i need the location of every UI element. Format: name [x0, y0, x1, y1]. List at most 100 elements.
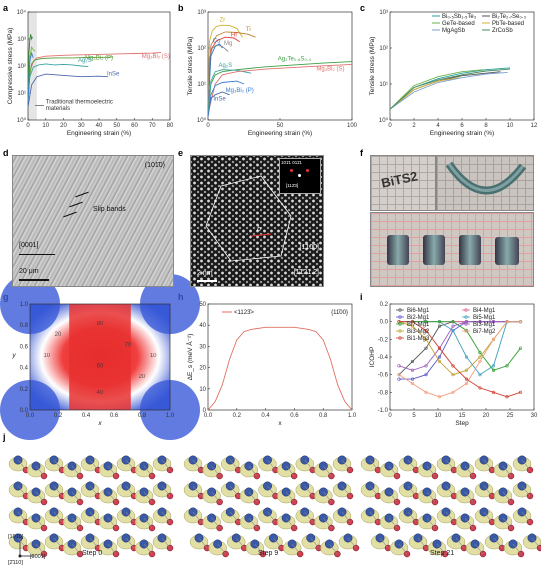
bond — [107, 465, 117, 477]
y-tick-label: 0.2 — [20, 387, 29, 393]
data-point — [505, 320, 509, 324]
direction-1-label: [1̄100] — [299, 244, 319, 251]
slip-arrow-3 — [63, 211, 77, 218]
x-tick-label: 0.6 — [110, 413, 119, 419]
legend-marker — [398, 308, 402, 312]
x-tick-label: 0.4 — [82, 413, 91, 419]
y-tick-label: 10⁰ — [379, 117, 389, 124]
plot-frame — [207, 303, 353, 411]
bond — [192, 485, 202, 497]
y-tick-label: 10³ — [379, 10, 388, 16]
bond — [369, 485, 379, 497]
bond — [71, 517, 81, 529]
bond — [323, 491, 332, 503]
legend-label: Bi₂Te₂.₇Se₀.₃ — [492, 14, 527, 20]
x-tick-label: 1.0 — [348, 413, 357, 419]
bond — [341, 459, 351, 471]
axis-label-1010: [101̄0] — [8, 534, 24, 540]
x-tick-label: 0.6 — [290, 413, 299, 419]
hrtem-image: 101̄1 011̄1 [112̄3] b [1̄100] [1̄121.2] … — [190, 155, 324, 287]
chart-i-icohp: 0 5 10 15 20 25 30 -1.0 -0.8 -0.6 -0.4 -0.2 0.0 0.2 St… — [369, 302, 538, 427]
series-annotation: Mg₃Bi₂ (S) — [316, 66, 344, 72]
slip-band-micrograph: (101̄0) Slip bands [0001] 20 μm — [12, 155, 174, 287]
x-tick-label: 0.8 — [319, 413, 328, 419]
bond — [143, 465, 153, 477]
y-axis-label: Tensile stress (MPa) — [187, 37, 194, 96]
miller-index-label: (101̄0) — [144, 162, 165, 169]
zone-axis-label: [112̄3] — [286, 183, 299, 188]
y-tick-label: 0.4 — [20, 366, 29, 372]
data-point — [505, 364, 509, 368]
bond — [89, 511, 99, 523]
data-point — [397, 377, 401, 381]
bond — [248, 517, 258, 529]
panel-label-c: c — [360, 3, 366, 13]
legend-marker — [398, 322, 402, 326]
y-tick-label: 10 — [199, 387, 206, 393]
contour-label: 10 — [150, 353, 157, 359]
data-point — [478, 373, 482, 377]
data-point — [424, 337, 428, 341]
data-point — [505, 395, 509, 399]
bond — [267, 485, 276, 497]
legend-marker — [398, 336, 402, 340]
slip-arrow-1 — [75, 191, 89, 198]
data-point — [437, 320, 442, 324]
bond — [310, 537, 319, 549]
y-tick-label: -0.8 — [378, 390, 389, 396]
series-line — [27, 63, 89, 102]
bond — [230, 459, 239, 471]
contour-label: 10 — [43, 353, 50, 359]
series-annotation: Zr — [220, 17, 226, 23]
engraved-text: BiTS2 — [379, 168, 420, 191]
panel-label-f: f — [360, 148, 363, 158]
data-point — [451, 373, 455, 377]
bond — [379, 537, 389, 549]
legend-label: Bi4-Mg1 — [473, 308, 496, 314]
bond — [493, 537, 503, 549]
data-point — [424, 328, 428, 333]
bond — [211, 517, 220, 529]
data-point — [478, 386, 482, 390]
x-tick-label: 25 — [507, 413, 514, 419]
cylinder-sample — [423, 235, 445, 265]
bond — [236, 537, 245, 549]
legend-label: PbTe-based — [492, 21, 524, 27]
data-point — [518, 390, 523, 394]
series-annotation: Mg₃Bi₂ (S) — [142, 54, 170, 60]
bond — [341, 511, 351, 523]
legend-marker — [464, 308, 468, 312]
y-tick-label: 10² — [17, 64, 26, 70]
bond — [273, 537, 282, 549]
fft-inset: 101̄1 011̄1 [112̄3] — [279, 158, 321, 194]
cylinder-sample — [459, 235, 481, 265]
bond — [107, 543, 117, 555]
bond — [35, 517, 45, 529]
y-tick-label: 40 — [199, 323, 206, 329]
data-point — [464, 377, 469, 381]
bond — [445, 459, 455, 471]
bond — [230, 511, 239, 523]
cylinder-sample — [495, 237, 519, 265]
bond — [267, 459, 276, 471]
bond — [143, 543, 153, 555]
legend-label: Bi5-Mg1 — [473, 315, 496, 321]
x-axis-label: x — [278, 420, 282, 427]
data-point — [518, 346, 523, 350]
series-annotation: Ag₂Te₀.₆S₀.₄ — [278, 56, 312, 62]
y-tick-label: 1.0 — [20, 302, 29, 308]
series-annotation: Ag₂S — [78, 58, 92, 64]
bond — [217, 543, 226, 555]
orientation-axes — [18, 542, 34, 558]
y-tick-label: 10² — [197, 46, 206, 52]
bond — [512, 543, 522, 555]
bond — [107, 491, 117, 503]
x-tick-label: 10 — [42, 123, 49, 129]
data-point — [478, 355, 482, 359]
series-line — [207, 63, 353, 114]
x-tick-label: 30 — [531, 413, 538, 419]
bond — [125, 537, 135, 549]
contour-label: 70 — [125, 342, 132, 348]
legend-marker — [464, 322, 468, 326]
bond — [341, 485, 351, 497]
